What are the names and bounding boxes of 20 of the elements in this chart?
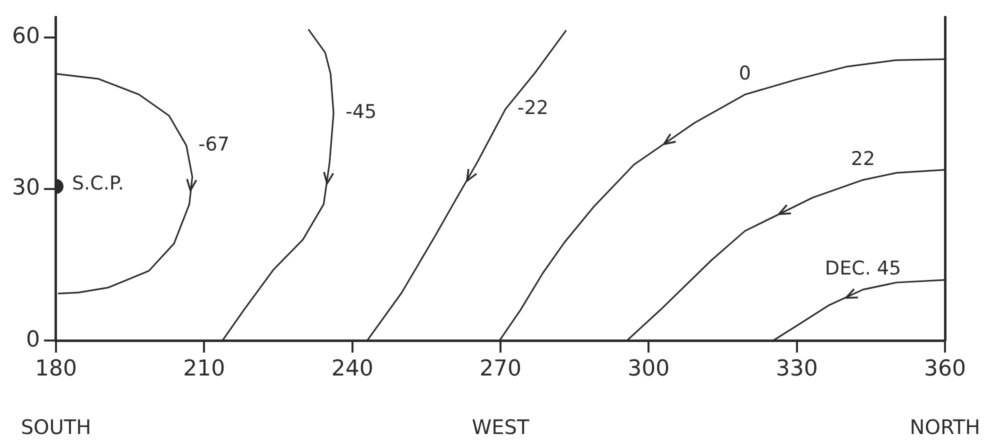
x-tick-label: 360 — [924, 356, 966, 382]
series-label: -45 — [346, 101, 377, 124]
text: NORTH — [910, 414, 980, 439]
x-tick-label: 270 — [479, 356, 522, 382]
x-tick-label: 210 — [183, 356, 226, 382]
series-label: -67 — [198, 133, 230, 156]
y-tick-label: 0 — [26, 327, 40, 352]
series-label: S.C.P. — [72, 172, 124, 194]
x-tick-label: 300 — [628, 356, 670, 382]
text: WEST — [472, 414, 530, 439]
series-label: 0 — [738, 62, 752, 84]
x-tick-label: 180 — [34, 356, 77, 382]
series-label: -22 — [517, 97, 548, 120]
text: SOUTH — [20, 414, 92, 439]
y-tick-label: 60 — [12, 24, 40, 50]
series-label: 22 — [850, 148, 876, 170]
x-tick-label: 240 — [331, 356, 374, 382]
y-tick-label: 30 — [12, 176, 40, 201]
series-label: DEC. 45 — [824, 258, 902, 280]
x-tick-label: 330 — [776, 356, 818, 382]
